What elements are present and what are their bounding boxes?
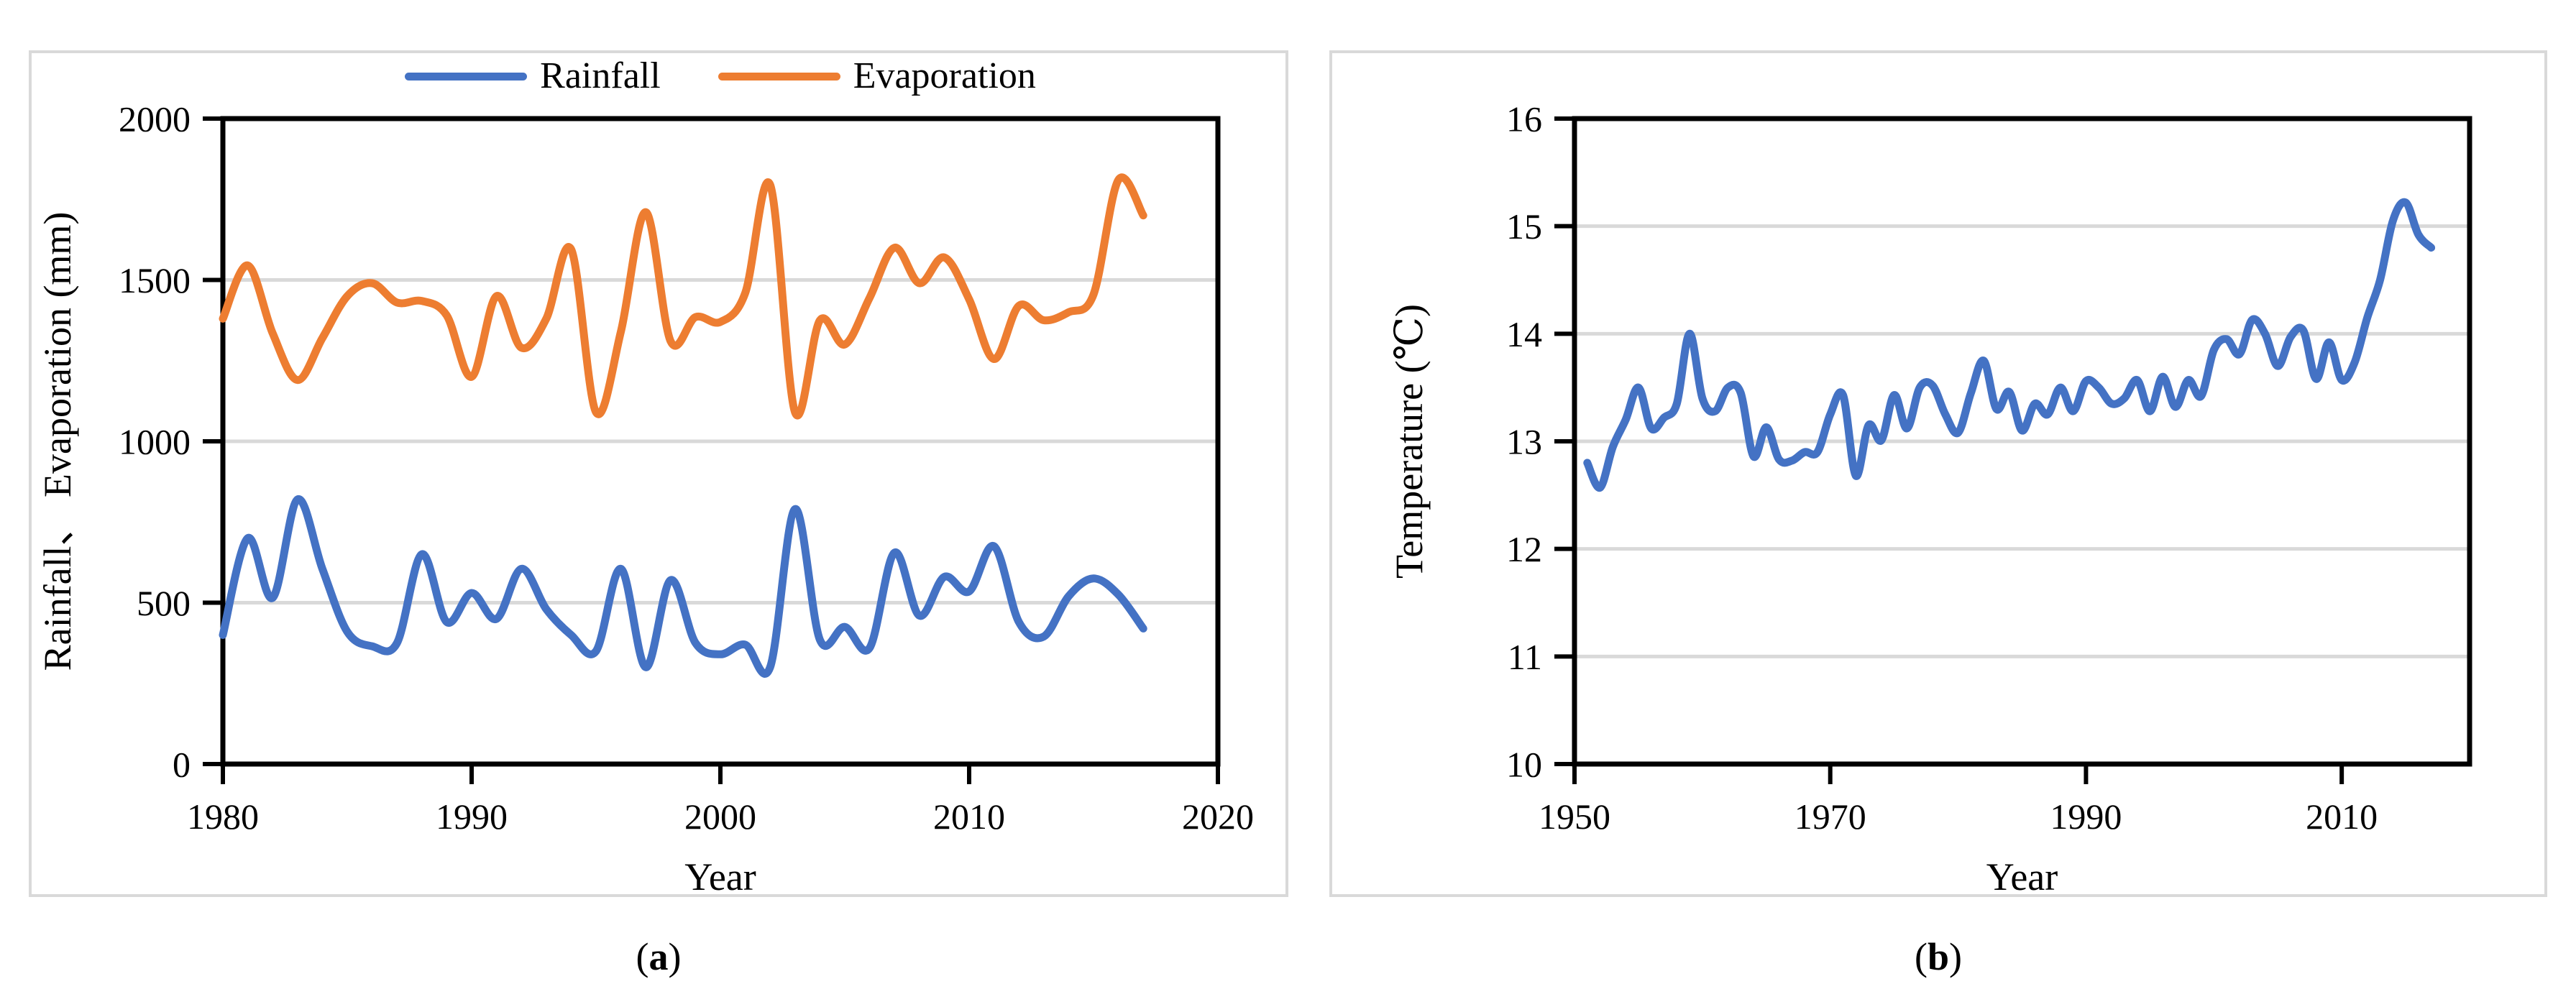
chart-b-xtick-label: 1970 bbox=[1795, 796, 1866, 837]
chart-a-ytick-label: 2000 bbox=[119, 99, 191, 139]
chart-a-xtick-label: 1980 bbox=[187, 796, 259, 837]
chart-a-series-evaporation bbox=[219, 173, 1147, 420]
caption-a-open: ( bbox=[636, 935, 649, 978]
legend-line-icon bbox=[718, 72, 840, 81]
chart-a-xtick-label: 1990 bbox=[436, 796, 508, 837]
chart-b-xtick-label: 1990 bbox=[2050, 796, 2122, 837]
chart-b-series-temperature bbox=[1583, 198, 2436, 492]
chart-b-xaxis-title: Year bbox=[1986, 855, 2058, 898]
chart-a-ytick-label: 0 bbox=[173, 745, 191, 785]
chart-b-ytick-label: 10 bbox=[1506, 745, 1542, 785]
legend-item-evaporation: Evaporation bbox=[718, 58, 1036, 95]
chart-a-xaxis-title: Year bbox=[684, 855, 756, 898]
caption-a-letter: a bbox=[648, 935, 669, 978]
chart-a-ytick-label: 500 bbox=[137, 583, 191, 623]
chart-a-series-rainfall bbox=[219, 495, 1147, 678]
chart-b-ytick-label: 14 bbox=[1506, 314, 1542, 354]
chart-b-ytick-label: 13 bbox=[1506, 422, 1542, 462]
chart-a-legend: Rainfall Evaporation bbox=[223, 58, 1218, 95]
caption-a-close: ) bbox=[668, 935, 682, 978]
chart-b-yaxis-title: Temperature (℃) bbox=[1388, 304, 1431, 579]
legend-label: Rainfall bbox=[540, 55, 661, 96]
legend-item-rainfall: Rainfall bbox=[405, 58, 661, 95]
chart-a-xtick-label: 2010 bbox=[933, 796, 1005, 837]
chart-a-yaxis-title: Rainfall、 Evaporation (mm) bbox=[36, 212, 79, 671]
chart-b-ytick-label: 12 bbox=[1506, 529, 1542, 569]
panel-a bbox=[29, 50, 1288, 897]
chart-b-ytick-label: 16 bbox=[1506, 99, 1542, 139]
chart-b: 10 11 12 13 14 15 16 1950 1970 1990 2010 Year Temper… bbox=[1388, 99, 2472, 898]
panel-b bbox=[1329, 50, 2547, 897]
legend-line-icon bbox=[405, 72, 528, 81]
caption-b-open: ( bbox=[1914, 935, 1928, 978]
caption-b-letter: b bbox=[1927, 935, 1950, 978]
caption-b-close: ) bbox=[1949, 935, 1962, 978]
chart-a-xtick-label: 2020 bbox=[1182, 796, 1254, 837]
chart-b-ytick-label: 15 bbox=[1506, 206, 1542, 247]
chart-b-ytick-label: 11 bbox=[1508, 637, 1542, 677]
legend-label: Evaporation bbox=[853, 55, 1036, 96]
chart-a: 0 500 1000 1500 2000 1980 1990 2000 2010 2020 Year… bbox=[36, 99, 1254, 899]
chart-b-xtick-label: 1950 bbox=[1539, 796, 1610, 837]
chart-a-ytick-label: 1500 bbox=[119, 260, 191, 300]
chart-a-axes-box bbox=[220, 116, 1221, 767]
chart-b-xtick-label: 2010 bbox=[2306, 796, 2378, 837]
chart-a-xtick-label: 2000 bbox=[684, 796, 756, 837]
chart-a-ytick-label: 1000 bbox=[119, 422, 191, 462]
panel-b-caption: (b) bbox=[1329, 934, 2547, 979]
panel-a-caption: (a) bbox=[29, 934, 1288, 979]
chart-b-axes-box bbox=[1572, 116, 2472, 767]
